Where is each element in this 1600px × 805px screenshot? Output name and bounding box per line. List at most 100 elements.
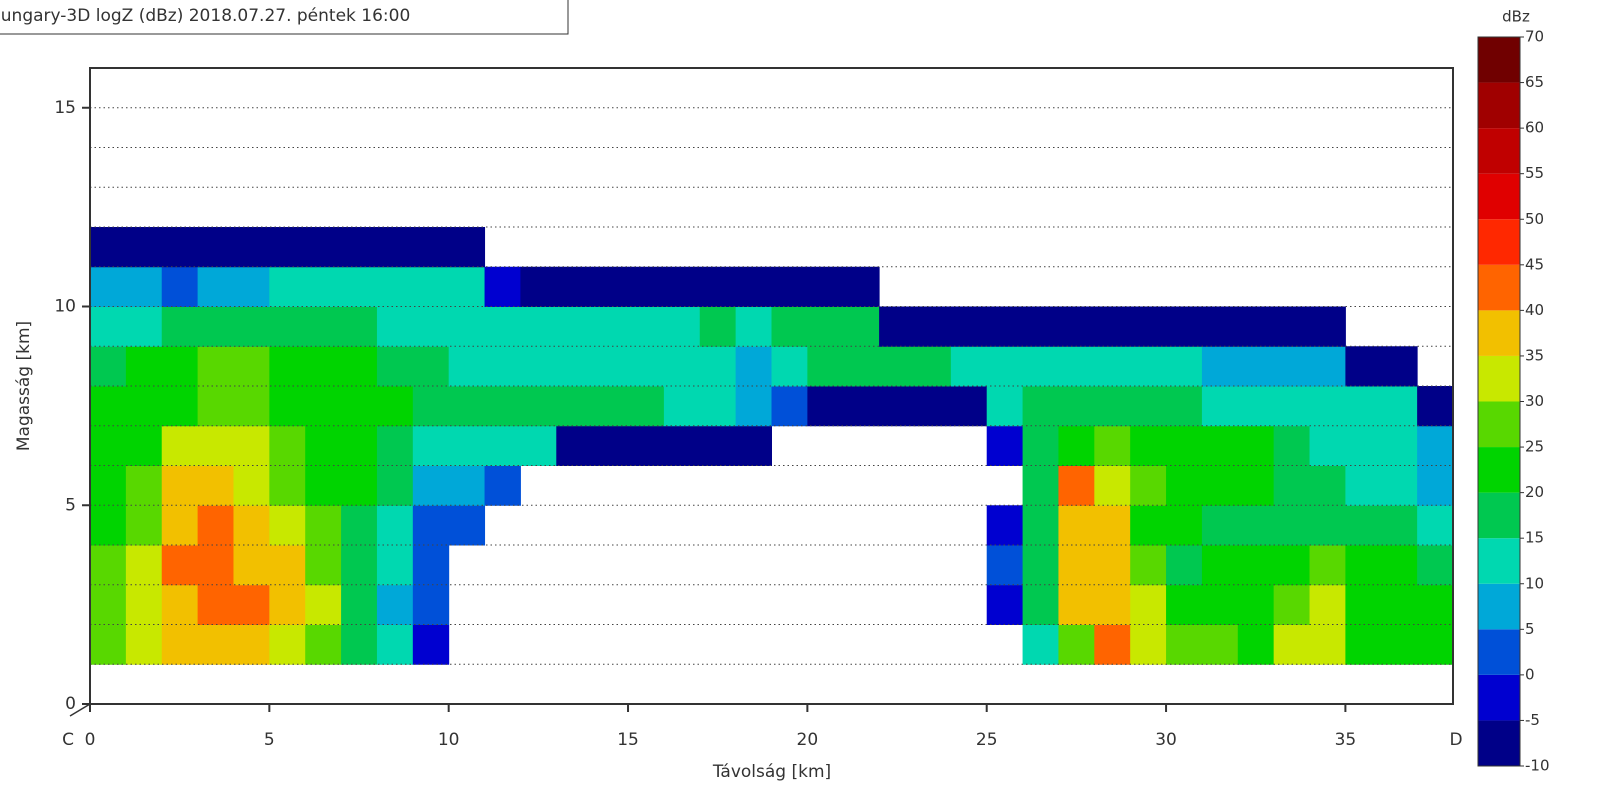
cell (1166, 346, 1203, 387)
cell (879, 386, 916, 427)
colorbar-swatch (1478, 674, 1520, 721)
cell (341, 266, 378, 307)
cell (484, 306, 521, 347)
y-tick-label: 0 (65, 694, 76, 714)
cell (663, 386, 701, 427)
cell (1237, 306, 1275, 347)
cell (233, 624, 270, 665)
cell (269, 346, 306, 387)
cell (1345, 545, 1382, 586)
cell (592, 386, 629, 427)
cell (699, 346, 737, 387)
cell (269, 386, 306, 427)
cell (341, 465, 378, 506)
cell (161, 545, 199, 586)
cell (1417, 624, 1454, 665)
cell (484, 425, 521, 466)
colorbar-tick-label: 15 (1525, 529, 1544, 547)
colorbar-swatch (1478, 128, 1520, 174)
colorbar-swatch (1478, 264, 1520, 311)
cell (1058, 306, 1095, 347)
cell (1094, 386, 1131, 427)
cell (986, 346, 1024, 387)
cell (592, 425, 629, 466)
cell (807, 266, 844, 307)
cell (1094, 624, 1131, 665)
cell (161, 306, 199, 347)
cell (341, 386, 378, 427)
cell (1058, 425, 1095, 466)
cell (341, 425, 378, 466)
cell (1201, 465, 1239, 506)
cell (771, 386, 808, 427)
cell (1237, 465, 1275, 506)
cell (1130, 545, 1167, 586)
cell (341, 545, 378, 586)
cell (448, 465, 486, 506)
colorbar-tick-label: 45 (1525, 255, 1544, 273)
cell (1166, 545, 1203, 586)
cell (1237, 346, 1275, 387)
cell (1130, 584, 1167, 625)
cell (341, 624, 378, 665)
cell (1345, 386, 1382, 427)
cell (1130, 465, 1167, 506)
cell (125, 545, 163, 586)
cell (90, 266, 127, 307)
cell (1273, 584, 1311, 625)
cell (233, 465, 270, 506)
cell (197, 624, 234, 665)
cell (269, 425, 306, 466)
x-tick-label: 35 (1335, 730, 1357, 750)
cell (771, 346, 808, 387)
cell (1309, 584, 1346, 625)
cell (843, 266, 880, 307)
cell (376, 386, 414, 427)
chart-title: Hungary-3D logZ (dBz) 2018.07.27. péntek… (0, 6, 410, 26)
cell (1273, 386, 1311, 427)
x-tick-label: 10 (438, 730, 460, 750)
cell (1381, 386, 1418, 427)
cell (1201, 624, 1239, 665)
cell (197, 545, 234, 586)
cell (412, 465, 450, 506)
cell (1022, 425, 1059, 466)
cell (448, 346, 486, 387)
cell (1022, 386, 1059, 427)
cell (1237, 386, 1275, 427)
cell (735, 306, 772, 347)
cell (628, 346, 665, 387)
end-label: D (1449, 730, 1462, 750)
cell (735, 425, 772, 466)
cell (1022, 505, 1059, 546)
cell (125, 584, 163, 625)
cell (1094, 306, 1131, 347)
colorbar-tick-label: 50 (1525, 210, 1544, 228)
cell (735, 346, 772, 387)
start-label: C (62, 730, 74, 750)
colorbar-title: dBz (1502, 8, 1530, 26)
cell (376, 584, 414, 625)
cell (1345, 425, 1382, 466)
cell (161, 425, 199, 466)
cell (699, 306, 737, 347)
cell (843, 346, 880, 387)
cell (90, 465, 127, 506)
cell (1345, 505, 1382, 546)
axis-break (69, 703, 91, 717)
cell (556, 266, 593, 307)
cell (448, 227, 486, 268)
cell (1201, 584, 1239, 625)
cell (484, 346, 521, 387)
cell (1022, 306, 1059, 347)
colorbar-swatch (1478, 720, 1520, 766)
cell (305, 465, 342, 506)
cell (1273, 624, 1311, 665)
cell (520, 306, 557, 347)
cell (771, 266, 808, 307)
cell (1166, 306, 1203, 347)
cell (197, 266, 234, 307)
cell (843, 386, 880, 427)
cell (1309, 306, 1346, 347)
cell (1381, 545, 1418, 586)
